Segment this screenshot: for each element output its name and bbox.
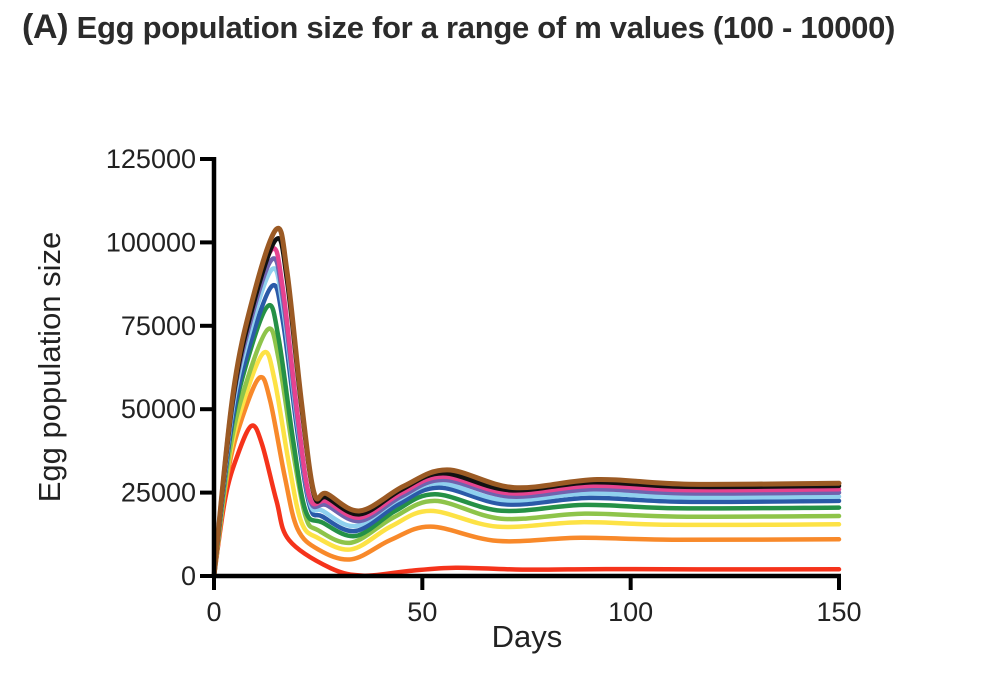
title-text: Egg population size for a range of m val… [76, 10, 896, 45]
chart-title: (A) Egg population size for a range of m… [22, 8, 895, 47]
y-tick-label: 75000 [121, 311, 196, 341]
series-line-2 [211, 374, 842, 579]
x-tick-label: 50 [407, 597, 437, 627]
series-line-3 [211, 349, 842, 579]
series-line-6 [211, 282, 842, 579]
x-tick-label: 150 [816, 597, 861, 627]
y-tick-label: 50000 [121, 394, 196, 424]
tick-layer: 0 25000 50000 75000 100000 125000 0 50 100 150 [106, 144, 862, 627]
y-tick-label: 25000 [121, 478, 196, 508]
y-tick-label: 0 [181, 561, 196, 591]
series-line-11 [211, 225, 842, 579]
series-layer [211, 225, 842, 579]
x-tick-label: 100 [608, 597, 653, 627]
series-line-1 [211, 423, 842, 579]
axes-layer [211, 157, 841, 579]
panel-label: (A) [22, 8, 69, 46]
series-line-4 [211, 326, 842, 579]
x-axis-label: Days [492, 619, 563, 654]
y-tick-label: 100000 [106, 227, 196, 257]
y-axis-label: Egg population size [32, 232, 67, 503]
series-line-8 [211, 256, 842, 579]
x-tick-label: 0 [206, 597, 221, 627]
y-tick-label: 125000 [106, 144, 196, 174]
